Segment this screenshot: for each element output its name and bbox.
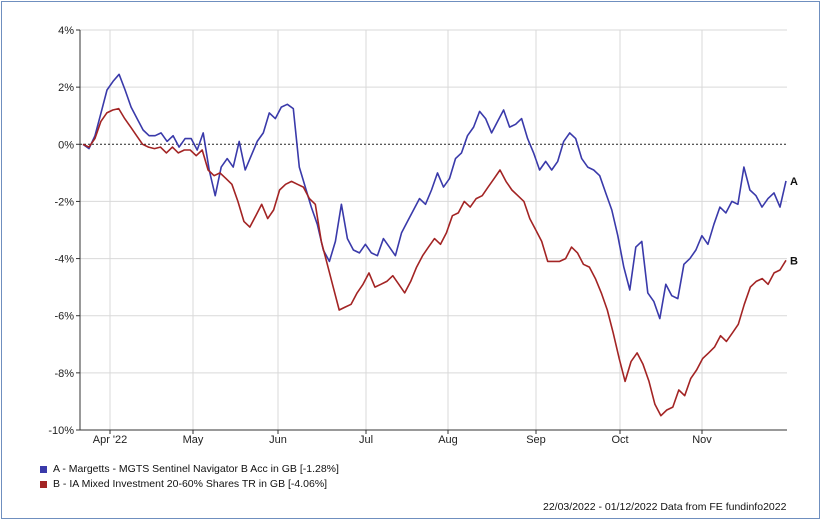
legend-swatch-a <box>40 466 47 473</box>
legend: A - Margetts - MGTS Sentinel Navigator B… <box>40 462 339 492</box>
legend-label-b: B - IA Mixed Investment 20-60% Shares TR… <box>53 478 328 490</box>
series-line-b <box>82 107 787 417</box>
legend-item-b: B - IA Mixed Investment 20-60% Shares TR… <box>40 477 339 492</box>
x-tick-label: Apr '22 <box>93 434 128 446</box>
x-tick-label: Sep <box>526 434 546 446</box>
y-tick-label: -10% <box>48 425 74 437</box>
legend-item-a: A - Margetts - MGTS Sentinel Navigator B… <box>40 462 339 477</box>
x-tick-label: Nov <box>692 434 712 446</box>
gridlines <box>80 29 787 431</box>
x-tick-label: Aug <box>438 434 458 446</box>
series-end-label-a: A <box>790 176 798 188</box>
x-tick-label: Jul <box>359 434 373 446</box>
footer-source-note: 22/03/2022 - 01/12/2022 Data from FE fun… <box>543 501 787 513</box>
x-tick-label: May <box>183 434 204 446</box>
x-axis-ticks: Apr '22 May Jun Jul Aug Sep Oct Nov <box>93 434 713 446</box>
legend-label-a: A - Margetts - MGTS Sentinel Navigator B… <box>53 463 339 475</box>
axes <box>76 29 787 434</box>
series-line-a <box>82 73 787 320</box>
x-tick-label: Jun <box>269 434 287 446</box>
y-axis-ticks: 4% 2% 0% -2% -4% -6% -8% -10% <box>48 25 74 437</box>
y-tick-label: 4% <box>58 25 74 37</box>
y-tick-label: 2% <box>58 82 74 94</box>
x-tick-label: Oct <box>611 434 628 446</box>
y-tick-label: -4% <box>54 254 74 266</box>
series-end-label-b: B <box>790 255 798 267</box>
y-tick-label: -8% <box>54 368 74 380</box>
legend-swatch-b <box>40 481 47 488</box>
series-lines <box>82 73 787 417</box>
y-tick-label: 0% <box>58 139 74 151</box>
y-tick-label: -6% <box>54 311 74 323</box>
series-end-labels: AB <box>790 176 798 267</box>
y-tick-label: -2% <box>54 196 74 208</box>
